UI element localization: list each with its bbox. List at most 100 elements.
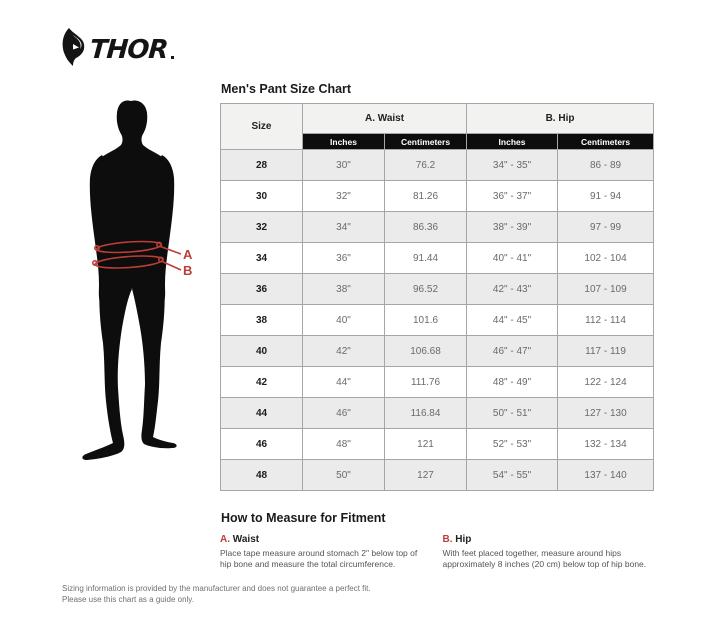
- waist-instructions-heading: A. Waist: [220, 534, 431, 545]
- value-cell: 106.68: [383, 335, 468, 367]
- waist-leader-line: [158, 245, 182, 255]
- size-cell: 32: [220, 211, 303, 243]
- value-cell: 34" - 35": [466, 149, 559, 181]
- size-cell: 44: [220, 397, 303, 429]
- size-table: Size A. Waist B. Hip Inches Centimeters …: [220, 103, 655, 491]
- value-cell: 81.26: [383, 180, 468, 212]
- value-cell: 50": [302, 459, 385, 491]
- value-cell: 32": [302, 180, 385, 212]
- size-cell: 30: [220, 180, 303, 212]
- waist-letter: A.: [220, 534, 230, 545]
- table-row: 42 44" 111.76 48" - 49" 122 - 124: [220, 366, 655, 398]
- value-cell: 38" - 39": [466, 211, 559, 243]
- size-cell: 36: [220, 273, 303, 305]
- hip-instructions: B. Hip With feet placed together, measur…: [443, 534, 654, 571]
- value-cell: 40": [302, 304, 385, 336]
- value-cell: 121: [383, 428, 468, 460]
- value-cell: 38": [302, 273, 385, 305]
- value-cell: 91 - 94: [557, 180, 655, 212]
- table-row: 32 34" 86.36 38" - 39" 97 - 99: [220, 211, 655, 243]
- measurement-figure: A B: [55, 85, 235, 505]
- thor-ram-icon: [62, 28, 85, 66]
- size-cell: 48: [220, 459, 303, 491]
- hip-label-b: B: [183, 263, 192, 278]
- size-cell: 38: [220, 304, 303, 336]
- measure-section-title: How to Measure for Fitment: [221, 511, 386, 525]
- silhouette-left-leg: [82, 263, 132, 460]
- size-cell: 46: [220, 428, 303, 460]
- value-cell: 86 - 89: [557, 149, 655, 181]
- hip-leader-line: [160, 260, 182, 271]
- waist-instructions: A. Waist Place tape measure around stoma…: [220, 534, 431, 571]
- measure-columns: A. Waist Place tape measure around stoma…: [220, 534, 653, 571]
- table-row: 48 50" 127 54" - 55" 137 - 140: [220, 459, 655, 491]
- value-cell: 44": [302, 366, 385, 398]
- value-cell: 107 - 109: [557, 273, 655, 305]
- hip-name: Hip: [455, 534, 472, 545]
- main-content: Men's Pant Size Chart Size A. Waist B. H…: [220, 82, 655, 571]
- logo-trademark-dot: [170, 56, 174, 59]
- value-cell: 50" - 51": [466, 397, 559, 429]
- size-cell: 28: [220, 149, 303, 181]
- hip-instructions-heading: B. Hip: [443, 534, 654, 545]
- value-cell: 97 - 99: [557, 211, 655, 243]
- chart-title: Men's Pant Size Chart: [221, 82, 352, 96]
- value-cell: 40" - 41": [466, 242, 559, 274]
- waist-label-a: A: [183, 247, 193, 262]
- unit-header-waist-centimeters: Centimeters: [383, 133, 468, 150]
- value-cell: 44" - 45": [466, 304, 559, 336]
- value-cell: 91.44: [383, 242, 468, 274]
- hip-instructions-text: With feet placed together, measure aroun…: [442, 548, 647, 570]
- value-cell: 86.36: [383, 211, 468, 243]
- value-cell: 101.6: [383, 304, 468, 336]
- value-cell: 30": [302, 149, 385, 181]
- value-cell: 127: [383, 459, 468, 491]
- thor-logo: THOR: [62, 28, 174, 66]
- waist-name: Waist: [232, 534, 260, 545]
- value-cell: 76.2: [383, 149, 468, 181]
- silhouette-right-leg: [132, 263, 177, 449]
- value-cell: 117 - 119: [557, 335, 655, 367]
- table-row: 40 42" 106.68 46" - 47" 117 - 119: [220, 335, 655, 367]
- value-cell: 111.76: [383, 366, 468, 398]
- col-header-hip: B. Hip: [466, 103, 655, 134]
- value-cell: 52" - 53": [466, 428, 559, 460]
- value-cell: 102 - 104: [557, 242, 655, 274]
- value-cell: 96.52: [383, 273, 468, 305]
- size-cell: 42: [220, 366, 303, 398]
- value-cell: 137 - 140: [557, 459, 655, 491]
- table-row: 36 38" 96.52 42" - 43" 107 - 109: [220, 273, 655, 305]
- table-row: 28 30" 76.2 34" - 35" 86 - 89: [220, 149, 655, 181]
- value-cell: 46" - 47": [466, 335, 559, 367]
- unit-header-hip-inches: Inches: [466, 133, 559, 150]
- table-row: 38 40" 101.6 44" - 45" 112 - 114: [220, 304, 655, 336]
- sizing-disclaimer: Sizing information is provided by the ma…: [62, 584, 382, 606]
- value-cell: 42" - 43": [466, 273, 559, 305]
- col-header-waist: A. Waist: [301, 103, 468, 134]
- value-cell: 116.84: [383, 397, 468, 429]
- logo-wordmark: THOR: [88, 35, 169, 65]
- size-cell: 34: [220, 242, 303, 274]
- value-cell: 112 - 114: [557, 304, 655, 336]
- tape-end-hook: [93, 245, 100, 252]
- value-cell: 122 - 124: [557, 366, 655, 398]
- unit-header-waist-inches: Inches: [302, 133, 385, 150]
- value-cell: 42": [302, 335, 385, 367]
- table-row: 44 46" 116.84 50" - 51" 127 - 130: [220, 397, 655, 429]
- value-cell: 127 - 130: [557, 397, 655, 429]
- hip-letter: B.: [442, 534, 453, 545]
- value-cell: 34": [302, 211, 385, 243]
- size-table-body: 28 30" 76.2 34" - 35" 86 - 89 30 32" 81.26 36" -…: [220, 149, 655, 491]
- table-row: 30 32" 81.26 36" - 37" 91 - 94: [220, 180, 655, 212]
- disclaimer-line-2: Please use this chart as a guide only.: [62, 594, 194, 604]
- table-row: 46 48" 121 52" - 53" 132 - 134: [220, 428, 655, 460]
- value-cell: 132 - 134: [557, 428, 655, 460]
- body-silhouette: A B: [82, 100, 193, 460]
- value-cell: 36": [302, 242, 385, 274]
- value-cell: 48" - 49": [466, 366, 559, 398]
- value-cell: 46": [302, 397, 385, 429]
- waist-instructions-text: Place tape measure around stomach 2" bel…: [220, 548, 418, 570]
- unit-header-hip-centimeters: Centimeters: [557, 133, 655, 150]
- value-cell: 54" - 55": [466, 459, 559, 491]
